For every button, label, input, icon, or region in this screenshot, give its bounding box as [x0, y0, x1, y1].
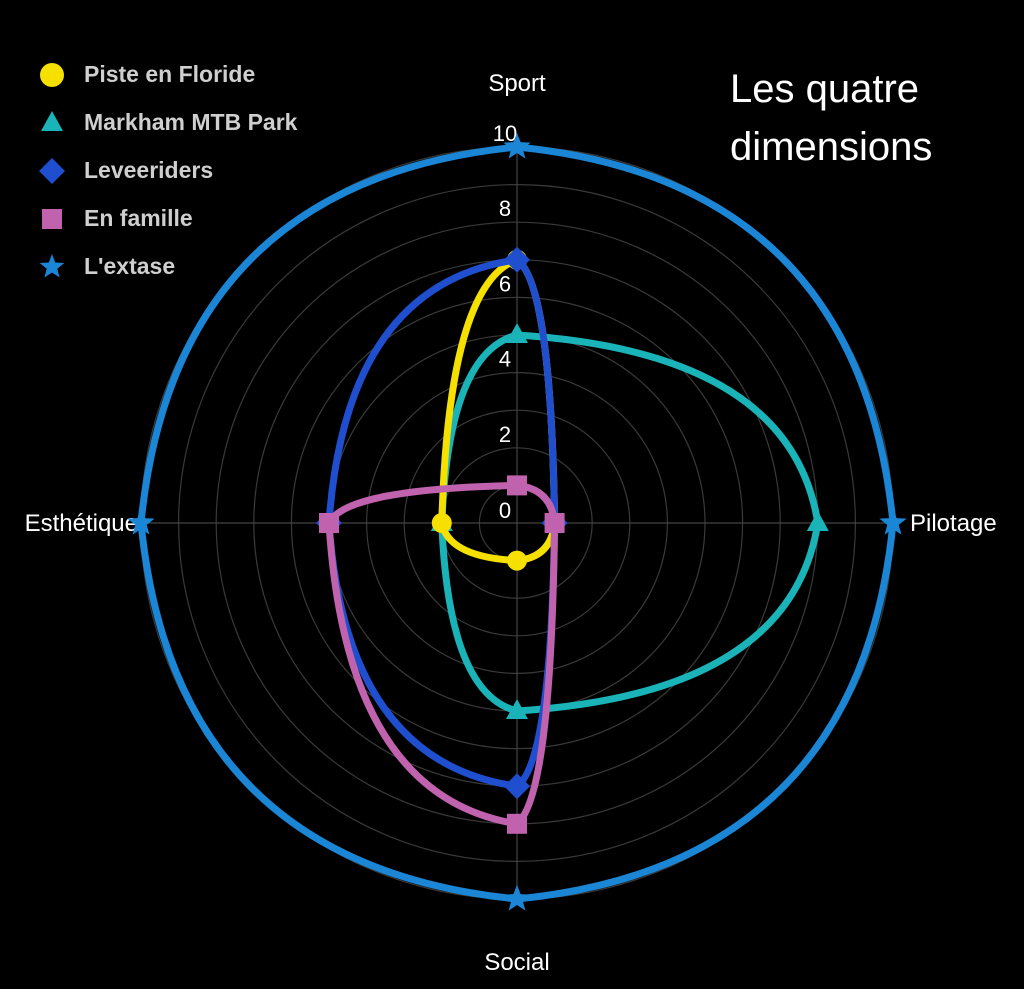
- diamond-icon: [38, 156, 66, 184]
- data-point: [507, 475, 527, 496]
- tick-label: 0: [499, 498, 511, 523]
- series-l-extase: [127, 132, 907, 911]
- legend-item: Piste en Floride: [38, 50, 297, 98]
- legend-item: Leveeriders: [38, 146, 297, 194]
- legend-label: Markham MTB Park: [84, 108, 298, 135]
- tick-labels: 0 2 4 6 8 10: [493, 121, 517, 523]
- data-point: [879, 508, 907, 535]
- data-point: [431, 513, 452, 533]
- circle-icon: [38, 60, 66, 88]
- legend-label: L'extase: [84, 252, 176, 279]
- legend-item: En famille: [38, 194, 297, 242]
- tick-label: 2: [499, 422, 511, 447]
- data-point: [506, 699, 528, 719]
- tick-label: 8: [499, 196, 511, 221]
- legend-label: Piste en Floride: [84, 60, 256, 87]
- data-point: [544, 513, 565, 533]
- series-line: [325, 256, 559, 790]
- legend: Piste en Floride Markham MTB Park Leveerid…: [38, 50, 297, 290]
- series-layer: [127, 132, 907, 911]
- data-point: [806, 511, 829, 531]
- legend-item: Markham MTB Park: [38, 98, 297, 146]
- data-point: [507, 813, 527, 834]
- data-point: [503, 884, 531, 911]
- axis-label-esthetique: Esthétique: [25, 510, 138, 537]
- data-point: [504, 773, 530, 800]
- axis-labels: Sport Pilotage Social Esthétique: [25, 70, 997, 976]
- data-point: [319, 513, 339, 533]
- legend-label: En famille: [84, 204, 193, 231]
- series-line: [325, 481, 559, 828]
- axis-label-sport: Sport: [488, 70, 546, 97]
- triangle-icon: [38, 108, 66, 136]
- tick-label: 6: [499, 271, 511, 296]
- series-en-famille: [319, 475, 565, 834]
- data-point: [504, 246, 530, 273]
- axis-label-pilotage: Pilotage: [910, 510, 997, 537]
- data-point: [506, 323, 528, 343]
- axis-label-social: Social: [484, 949, 549, 976]
- legend-item: L'extase: [38, 242, 297, 290]
- data-point: [127, 508, 155, 535]
- star-icon: [38, 252, 66, 280]
- square-icon: [38, 204, 66, 232]
- legend-label: Leveeriders: [84, 156, 214, 183]
- tick-label: 10: [493, 121, 517, 146]
- data-point: [503, 132, 531, 159]
- data-point: [507, 550, 527, 571]
- tick-label: 4: [499, 347, 511, 372]
- chart-title: Les quatre dimensions: [730, 67, 933, 169]
